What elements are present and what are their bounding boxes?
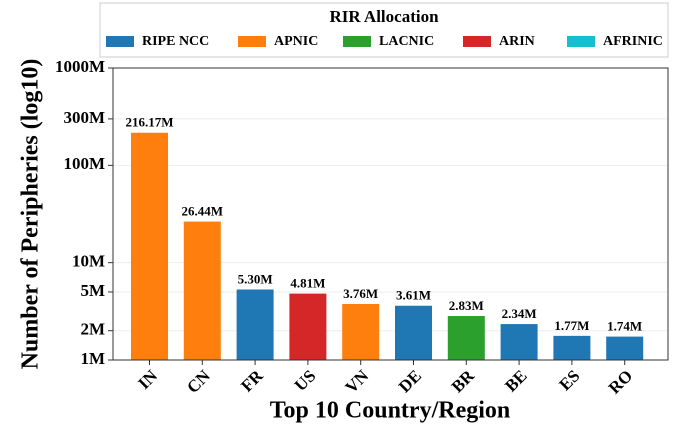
- value-label: 4.81M: [290, 276, 325, 291]
- legend-label: RIPE NCC: [142, 34, 209, 49]
- bar: [447, 316, 485, 360]
- legend-swatch: [567, 36, 595, 47]
- legend-swatch: [343, 36, 371, 47]
- bar: [183, 221, 221, 360]
- legend-label: LACNIC: [379, 34, 434, 49]
- y-tick-label: 100M: [63, 154, 105, 173]
- x-tick-label: VN: [341, 366, 372, 397]
- bar: [500, 324, 538, 360]
- legend-box: [99, 2, 669, 58]
- x-tick-label: CN: [183, 366, 214, 397]
- value-label: 2.34M: [502, 306, 537, 321]
- value-label: 216.17M: [125, 115, 173, 130]
- x-tick-label: RO: [605, 366, 636, 397]
- plot-frame: [112, 67, 669, 361]
- bar: [131, 132, 168, 360]
- x-tick-label: US: [291, 366, 320, 395]
- value-label: 26.44M: [182, 204, 224, 219]
- y-tick-label: 2M: [80, 320, 105, 339]
- bar: [289, 293, 327, 360]
- value-label: 3.61M: [396, 288, 431, 303]
- x-tick-label: IN: [134, 366, 161, 393]
- x-axis-label: Top 10 Country/Region: [270, 398, 511, 424]
- x-tick-label: DE: [395, 366, 425, 396]
- y-tick-label: 1M: [80, 349, 105, 368]
- x-tick-label: BR: [448, 366, 479, 397]
- x-tick-label: BE: [501, 366, 530, 395]
- legend-label: APNIC: [274, 34, 318, 49]
- y-tick-label: 300M: [63, 108, 105, 127]
- value-label: 1.74M: [607, 319, 642, 334]
- bar: [606, 336, 644, 360]
- legend-title: RIR Allocation: [329, 7, 439, 26]
- y-tick-label: 10M: [72, 252, 105, 271]
- legend-swatch: [463, 36, 491, 47]
- legend-swatch: [106, 36, 134, 47]
- y-tick-label: 5M: [80, 281, 105, 300]
- legend-swatch: [238, 36, 266, 47]
- value-label: 2.83M: [449, 298, 484, 313]
- legend-label: ARIN: [499, 34, 535, 49]
- bar: [342, 304, 380, 360]
- bar: [553, 335, 591, 360]
- x-tick-label: ES: [555, 366, 583, 394]
- value-label: 1.77M: [554, 318, 589, 333]
- x-tick-label: FR: [237, 366, 267, 396]
- y-axis-label: Number of Peripheries (log10): [18, 59, 44, 370]
- bar: [236, 289, 274, 360]
- value-label: 5.30M: [238, 271, 273, 286]
- value-label: 3.76M: [343, 286, 378, 301]
- legend-label: AFRINIC: [603, 34, 663, 49]
- bar: [395, 305, 432, 360]
- y-tick-label: 1000M: [55, 57, 105, 76]
